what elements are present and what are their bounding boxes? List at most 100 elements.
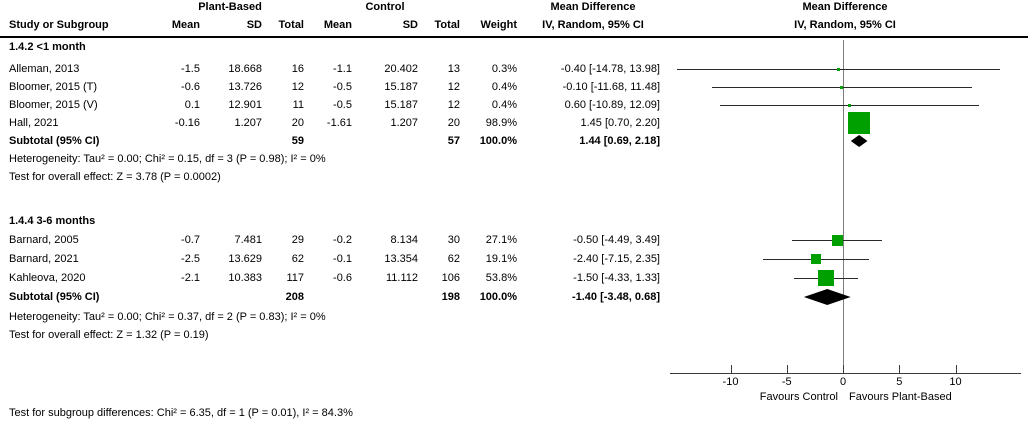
- subtotal-diamond: [850, 135, 868, 147]
- treat-sd: 12.901: [228, 99, 262, 111]
- table-row: Test for overall effect: Z = 1.32 (P = 0…: [0, 328, 1028, 342]
- subtotal-weight: 100.0%: [479, 135, 517, 147]
- axis-tick-label: 0: [839, 376, 847, 388]
- ctrl-sd: 11.112: [385, 272, 418, 284]
- ctrl-mean: -0.2: [333, 234, 352, 246]
- overall-effect-text: Test for overall effect: Z = 3.78 (P = 0…: [9, 171, 221, 183]
- group-header-control: Control: [365, 1, 405, 13]
- ctrl-sd: 20.402: [384, 63, 418, 75]
- overall-effect-text: Test for overall effect: Z = 1.32 (P = 0…: [9, 329, 209, 341]
- heterogeneity-text: Heterogeneity: Tau² = 0.00; Chi² = 0.15,…: [9, 153, 326, 165]
- weight-value: 53.8%: [485, 272, 517, 284]
- column-header-sd-plantbased: SD: [246, 19, 262, 31]
- ci-text: -0.10 [-11.68, 11.48]: [562, 81, 660, 93]
- subgroup-difference-text: Test for subgroup differences: Chi² = 6.…: [9, 407, 353, 419]
- subgroup-title: 1.4.2 <1 month: [9, 41, 86, 53]
- subtotal-ctrl-total: 57: [447, 135, 460, 147]
- ctrl-total: 20: [447, 117, 460, 129]
- study-name: Kahleova, 2020: [9, 272, 86, 284]
- treat-total: 62: [291, 253, 304, 265]
- table-row: Kahleova, 2020 -2.1 10.383 117 -0.6 11.112 106…: [0, 271, 1028, 285]
- ctrl-total: 106: [441, 272, 460, 284]
- column-header-ci-text: IV, Random, 95% CI: [542, 19, 644, 31]
- weight-value: 27.1%: [485, 234, 517, 246]
- study-name: Hall, 2021: [9, 117, 59, 129]
- ctrl-mean: -0.1: [333, 253, 352, 265]
- table-row: Test for overall effect: Z = 3.78 (P = 0…: [0, 170, 1028, 184]
- treat-mean: -0.16: [174, 117, 200, 129]
- treat-mean: -0.7: [181, 234, 200, 246]
- effect-square: [848, 103, 852, 107]
- axis-tick-label: -5: [781, 376, 792, 388]
- subtotal-label: Subtotal (95% CI): [9, 135, 100, 147]
- subtotal-label: Subtotal (95% CI): [9, 291, 100, 303]
- treat-sd: 1.207: [234, 117, 262, 129]
- treat-total: 12: [291, 81, 304, 93]
- ci-text: 1.45 [0.70, 2.20]: [580, 117, 660, 129]
- column-header-total-plantbased: Total: [278, 19, 304, 31]
- ctrl-sd: 13.354: [384, 253, 418, 265]
- weight-value: 98.9%: [485, 117, 517, 129]
- treat-total: 20: [291, 117, 304, 129]
- ctrl-mean: -1.61: [326, 117, 352, 129]
- plot-x-axis: [670, 373, 1021, 374]
- ctrl-mean: -1.1: [333, 63, 352, 75]
- table-row: Subtotal (95% CI) 208 198 100.0% -1.40 [-3.4…: [0, 290, 1028, 304]
- column-header-sd-control: SD: [402, 19, 418, 31]
- ci-text: -0.40 [-14.78, 13.98]: [560, 63, 660, 75]
- plot-zero-line: [843, 40, 844, 373]
- table-row: Barnard, 2005 -0.7 7.481 29 -0.2 8.134 30 27.1%…: [0, 233, 1028, 247]
- axis-tick: [955, 365, 957, 373]
- axis-tick-label: 5: [896, 376, 903, 388]
- axis-tick: [730, 365, 732, 373]
- treat-sd: 18.668: [228, 63, 262, 75]
- table-row: 1.4.2 <1 month: [0, 40, 1028, 54]
- study-name: Bloomer, 2015 (T): [9, 81, 98, 93]
- table-row: Heterogeneity: Tau² = 0.00; Chi² = 0.15,…: [0, 152, 1028, 166]
- study-name: Barnard, 2021: [9, 253, 79, 265]
- effect-square: [837, 67, 840, 71]
- treat-mean: 0.1: [184, 99, 200, 111]
- treat-mean: -2.5: [181, 253, 200, 265]
- subtotal-treat-total: 208: [285, 291, 304, 303]
- table-row: Hall, 2021 -0.16 1.207 20 -1.61 1.207 20 98.9% 1…: [0, 116, 1028, 130]
- ctrl-mean: -0.6: [333, 272, 352, 284]
- ctrl-sd: 1.207: [390, 117, 418, 129]
- treat-mean: -2.1: [181, 272, 200, 284]
- axis-tick: [786, 365, 788, 373]
- ci-text: -1.50 [-4.33, 1.33]: [573, 272, 660, 284]
- weight-value: 19.1%: [485, 253, 517, 265]
- subtotal-ci-text: -1.40 [-3.48, 0.68]: [571, 291, 660, 303]
- table-row: Heterogeneity: Tau² = 0.00; Chi² = 0.37,…: [0, 310, 1028, 324]
- subtotal-treat-total: 59: [291, 135, 304, 147]
- treat-sd: 13.629: [228, 253, 262, 265]
- axis-tick: [899, 365, 901, 373]
- treat-sd: 7.481: [234, 234, 262, 246]
- axis-tick-label: 10: [949, 376, 962, 388]
- effect-square: [831, 234, 843, 246]
- table-row: Bloomer, 2015 (V) 0.1 12.901 11 -0.5 15.187 12…: [0, 98, 1028, 112]
- table-row: 1.4.4 3-6 months: [0, 214, 1028, 228]
- effect-square: [848, 112, 871, 134]
- ci-text: -0.50 [-4.49, 3.49]: [573, 234, 660, 246]
- effect-square: [840, 85, 844, 89]
- treat-total: 29: [291, 234, 304, 246]
- table-row: Subtotal (95% CI) 59 57 100.0% 1.44 [0.69, 2…: [0, 134, 1028, 148]
- table-row: Bloomer, 2015 (T) -0.6 13.726 12 -0.5 15.187 1…: [0, 80, 1028, 94]
- ci-text: -2.40 [-7.15, 2.35]: [573, 253, 660, 265]
- treat-sd: 13.726: [228, 81, 262, 93]
- treat-total: 16: [291, 63, 304, 75]
- treat-total: 117: [286, 272, 304, 284]
- column-header-study: Study or Subgroup: [9, 19, 109, 31]
- weight-value: 0.4%: [491, 81, 517, 93]
- column-header-weight: Weight: [480, 19, 517, 31]
- ctrl-sd: 15.187: [384, 99, 418, 111]
- axis-tick: [843, 365, 844, 373]
- header-divider: [0, 36, 1028, 38]
- ctrl-total: 12: [447, 81, 460, 93]
- effect-square: [818, 270, 835, 286]
- ctrl-total: 13: [447, 63, 460, 75]
- weight-value: 0.3%: [491, 63, 517, 75]
- ctrl-total: 12: [447, 99, 460, 111]
